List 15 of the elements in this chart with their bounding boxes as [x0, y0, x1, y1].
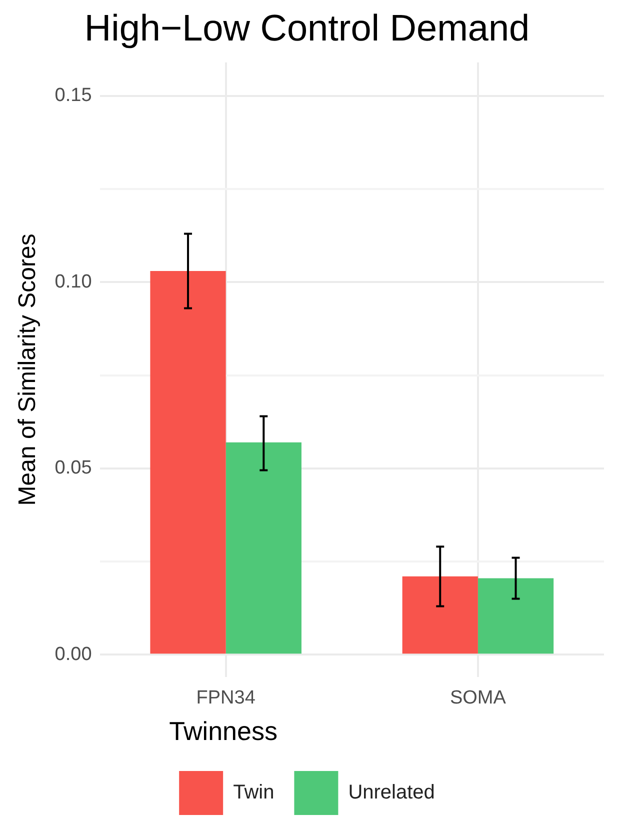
- bar: [150, 270, 226, 654]
- legend-label: Unrelated: [348, 782, 435, 804]
- bar: [478, 578, 554, 654]
- x-tick-label: FPN34: [196, 688, 256, 709]
- y-tick-label: 0.05: [54, 458, 92, 479]
- y-tick-label: 0.15: [54, 85, 92, 106]
- x-tick-label: SOMA: [450, 688, 506, 709]
- y-axis-title: Mean of Similarity Scores: [14, 234, 42, 506]
- y-tick-label: 0.10: [54, 271, 92, 292]
- legend-title: Twinness: [169, 716, 278, 746]
- chart-title: High−Low Control Demand: [84, 7, 530, 48]
- y-tick-label: 0.00: [54, 644, 92, 665]
- bar: [226, 442, 302, 654]
- legend-label: Twin: [233, 782, 274, 804]
- bar: [402, 576, 478, 654]
